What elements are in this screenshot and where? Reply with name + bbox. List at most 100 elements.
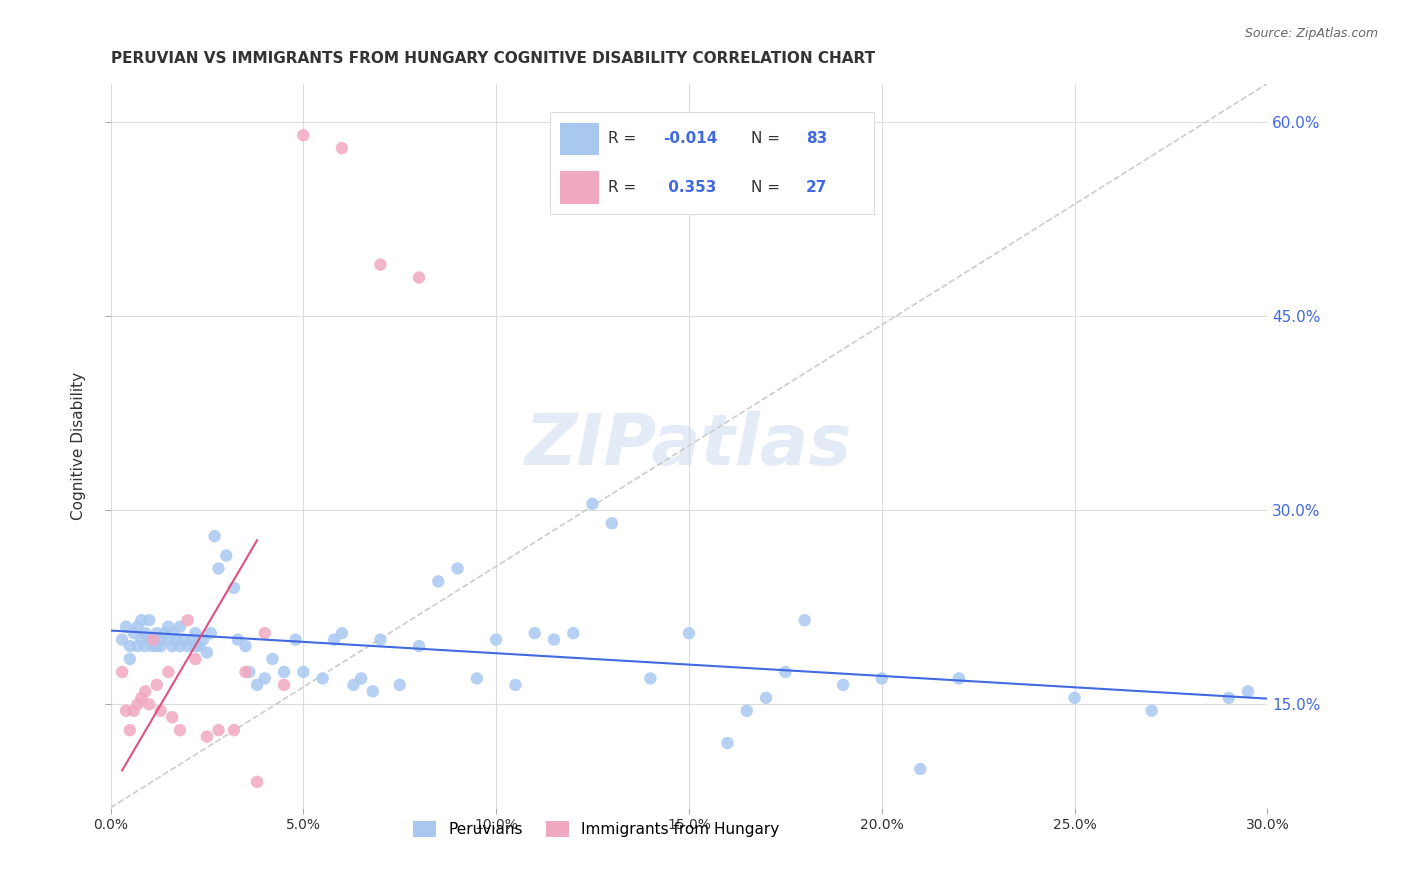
Point [292,128,315,143]
Point [1237,684,1260,698]
Point [1218,690,1240,705]
Point [162,710,184,724]
Point [246,678,269,692]
Point [157,632,180,647]
Point [115,704,138,718]
Point [273,665,295,679]
Point [311,672,333,686]
Point [735,704,758,718]
Point [446,561,468,575]
Point [640,672,662,686]
Point [127,639,149,653]
Point [427,574,450,589]
Point [184,652,207,666]
Point [253,672,276,686]
Point [505,678,527,692]
Point [910,762,932,776]
Point [134,684,156,698]
Point [162,639,184,653]
Point [284,632,307,647]
Point [204,529,226,543]
Point [142,632,165,647]
Point [169,639,191,653]
Point [330,141,353,155]
Point [195,646,218,660]
Point [262,652,284,666]
Point [600,516,623,531]
Point [581,497,603,511]
Point [149,704,172,718]
Point [127,620,149,634]
Point [870,672,893,686]
Point [543,632,565,647]
Legend: Peruvians, Immigrants from Hungary: Peruvians, Immigrants from Hungary [408,815,786,844]
Point [111,632,134,647]
Point [273,678,295,692]
Point [323,632,346,647]
Point [146,626,169,640]
Point [388,678,411,692]
Point [215,549,238,563]
Point [118,652,141,666]
Point [180,632,202,647]
Point [142,632,165,647]
Point [118,639,141,653]
Point [235,639,257,653]
Point [755,690,778,705]
Point [165,632,187,647]
Point [361,684,384,698]
Point [342,678,364,692]
Point [157,620,180,634]
Point [465,672,488,686]
Point [149,632,172,647]
Point [793,613,815,627]
Point [131,632,153,647]
Point [131,613,153,627]
Point [292,665,315,679]
Point [195,730,218,744]
Point [562,626,585,640]
Point [134,626,156,640]
Point [678,626,700,640]
Text: PERUVIAN VS IMMIGRANTS FROM HUNGARY COGNITIVE DISABILITY CORRELATION CHART: PERUVIAN VS IMMIGRANTS FROM HUNGARY COGN… [111,51,875,66]
Point [111,665,134,679]
Text: Source: ZipAtlas.com: Source: ZipAtlas.com [1244,27,1378,40]
Point [131,690,153,705]
Point [330,626,353,640]
Point [370,258,392,272]
Point [142,639,165,653]
Point [188,639,211,653]
Point [370,632,392,647]
Point [115,620,138,634]
Point [253,626,276,640]
Point [146,678,169,692]
Point [122,704,145,718]
Point [238,665,260,679]
Point [523,626,546,640]
Point [118,723,141,738]
Point [138,613,160,627]
Point [775,665,797,679]
Point [176,639,198,653]
Point [235,665,257,679]
Point [350,672,373,686]
Point [173,632,195,647]
Point [191,632,214,647]
Point [948,672,970,686]
Text: ZIPatlas: ZIPatlas [526,411,852,480]
Point [127,698,149,712]
Point [176,613,198,627]
Point [716,736,738,750]
Point [162,626,184,640]
Point [485,632,508,647]
Point [222,581,245,595]
Point [153,626,176,640]
Point [408,639,430,653]
Point [1140,704,1163,718]
Point [200,626,222,640]
Point [157,665,180,679]
Point [207,561,229,575]
Point [146,639,169,653]
Point [134,639,156,653]
Point [138,698,160,712]
